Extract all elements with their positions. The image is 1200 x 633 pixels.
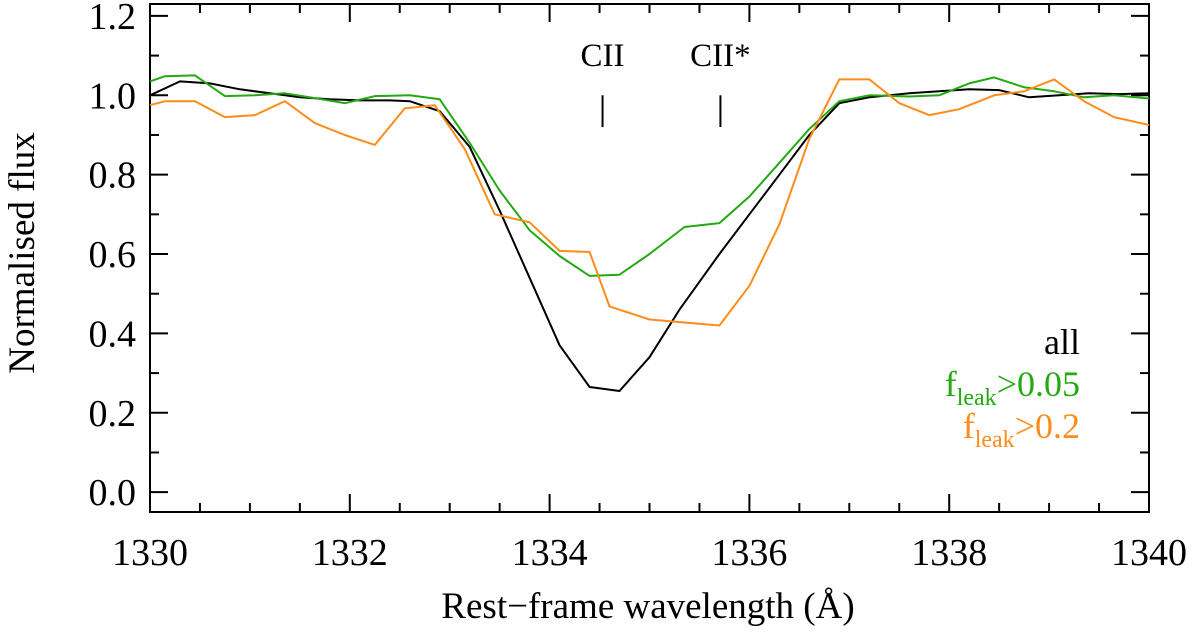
y-tick-label: 0.6 [89,234,137,276]
legend-entry: fleak>0.2 [963,406,1080,453]
line-marker-label: CII [581,38,625,74]
x-tick-label: 1332 [312,532,388,574]
tick-labels: 1330 1332 1334 1336 1338 1340 0.0 0.2 0.4 0.6 0.8 1… [89,0,1188,574]
line-markers: CII CII* [581,38,751,128]
y-tick-label: 0.0 [89,472,137,514]
y-axis-title: Normalised flux [2,132,43,374]
x-tick-label: 1330 [112,532,188,574]
axis-ticks [149,4,1150,512]
x-tick-label: 1338 [911,532,987,574]
x-tick-label: 1334 [512,532,588,574]
x-tick-label: 1340 [1111,532,1187,574]
legend-entry: fleak>0.05 [945,364,1080,411]
y-tick-label: 0.2 [89,393,137,435]
y-tick-label: 0.4 [89,313,137,355]
line-marker-label: CII* [690,38,751,74]
series-lines [149,74,1150,392]
series-line-all [149,80,1150,392]
x-axis-title: Rest−frame wavelength (Å) [441,586,854,627]
legend-entry: all [1044,322,1080,362]
x-tick-label: 1336 [711,532,787,574]
y-tick-label: 1.2 [89,0,137,38]
series-line-fleak-0-2 [149,78,1150,327]
y-tick-label: 1.0 [89,75,137,117]
series-line-fleak-0-05 [149,74,1150,277]
y-tick-label: 0.8 [89,155,137,197]
